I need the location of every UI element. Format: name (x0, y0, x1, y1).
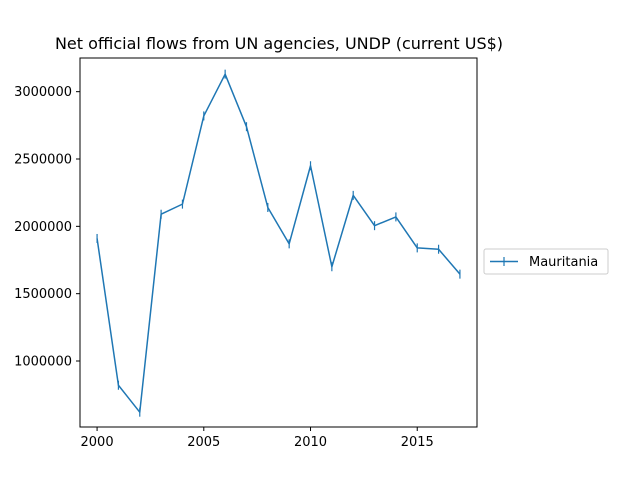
y-tick-label-3000000: 3000000 (14, 85, 72, 100)
legend: Mauritania (483, 248, 609, 275)
x-tick-label-2010: 2010 (294, 435, 327, 450)
x-tick-label-2015: 2015 (401, 435, 434, 450)
legend-box (483, 248, 609, 275)
plot-frame (79, 57, 478, 428)
x-tick-label-2005: 2005 (187, 435, 220, 450)
y-tick-label-1500000: 1500000 (14, 287, 72, 302)
y-axis-ticks: 1000000 1500000 2000000 2500000 3000000 (14, 85, 80, 370)
x-axis-ticks: 2000 2005 2010 2015 (81, 427, 434, 450)
y-tick-label-2000000: 2000000 (14, 220, 72, 235)
legend-label-mauritania: Mauritania (529, 255, 598, 270)
y-tick-label-2500000: 2500000 (14, 153, 72, 168)
y-tick-label-1000000: 1000000 (14, 355, 72, 370)
series-line-mauritania (96, 73, 461, 413)
x-tick-label-2000: 2000 (81, 435, 114, 450)
chart-title: Net official flows from UN agencies, UND… (55, 34, 503, 53)
series-layer (96, 69, 461, 417)
